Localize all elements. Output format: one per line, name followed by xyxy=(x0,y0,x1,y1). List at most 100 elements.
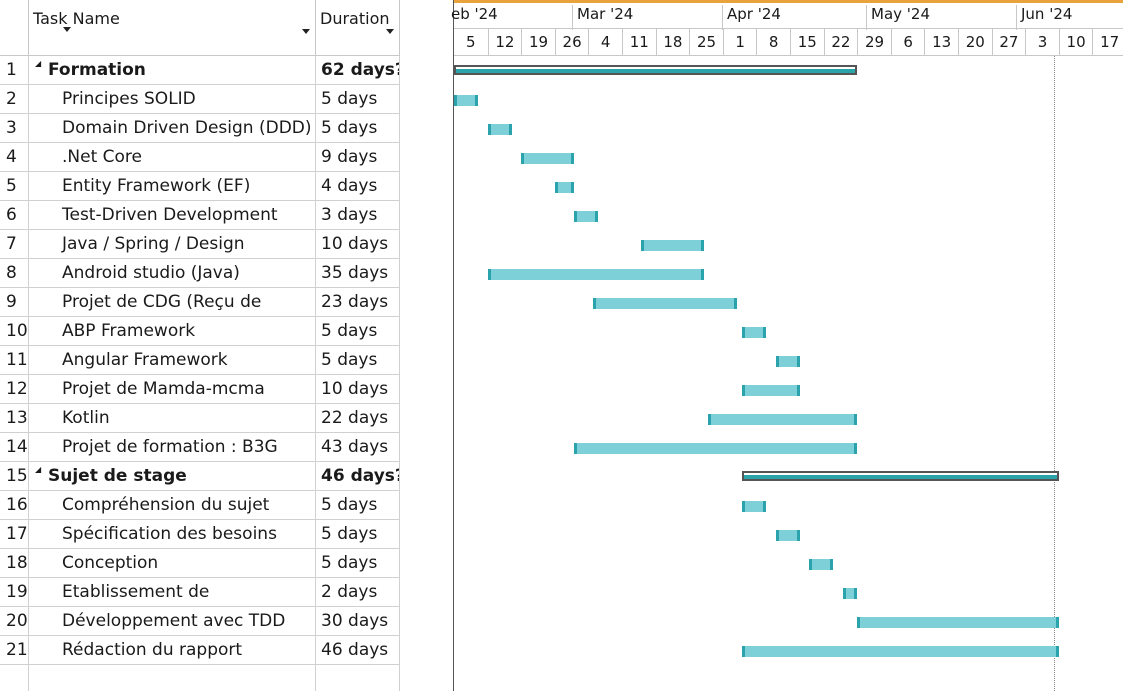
duration-cell[interactable]: 5 days xyxy=(316,85,400,114)
sort-arrow-icon[interactable] xyxy=(63,27,71,32)
task-name-cell[interactable]: Principes SOLID xyxy=(29,85,316,114)
duration-cell[interactable]: 30 days xyxy=(316,607,400,636)
summary-bar[interactable] xyxy=(454,65,858,75)
task-name-cell[interactable]: Entity Framework (EF) xyxy=(29,172,316,201)
row-number[interactable]: 10 xyxy=(0,317,29,346)
duration-cell[interactable]: 46 days xyxy=(316,636,400,665)
task-bar[interactable] xyxy=(487,269,704,280)
table-row[interactable]: 17 Spécification des besoins 5 days xyxy=(0,520,400,549)
row-number[interactable]: 3 xyxy=(0,114,29,143)
task-bar[interactable] xyxy=(487,124,512,135)
row-number[interactable]: 16 xyxy=(0,491,29,520)
row-number[interactable]: 17 xyxy=(0,520,29,549)
task-bar[interactable] xyxy=(574,443,858,454)
task-name-cell[interactable]: Projet de formation : B3G xyxy=(29,433,316,462)
table-row[interactable]: 1 ◢ Formation 62 days? xyxy=(0,56,400,85)
task-bar[interactable] xyxy=(593,298,738,309)
empty-row-duration[interactable] xyxy=(316,665,400,691)
duration-cell[interactable]: 5 days xyxy=(316,317,400,346)
task-name-cell[interactable]: Projet de CDG (Reçu de xyxy=(29,288,316,317)
task-name-cell[interactable]: Projet de Mamda-mcma xyxy=(29,375,316,404)
duration-cell[interactable]: 3 days xyxy=(316,201,400,230)
column-header-task-name[interactable]: Task Name xyxy=(29,0,316,56)
row-number[interactable]: 8 xyxy=(0,259,29,288)
duration-cell[interactable]: 5 days xyxy=(316,520,400,549)
task-bar[interactable] xyxy=(842,588,858,599)
collapse-triangle-icon[interactable]: ◢ xyxy=(35,59,42,68)
task-bar[interactable] xyxy=(574,211,598,222)
task-bar[interactable] xyxy=(454,95,478,106)
duration-cell[interactable]: 5 days xyxy=(316,491,400,520)
duration-cell[interactable]: 10 days xyxy=(316,375,400,404)
task-name-cell[interactable]: Conception xyxy=(29,549,316,578)
task-bar[interactable] xyxy=(742,501,766,512)
duration-cell[interactable]: 10 days xyxy=(316,230,400,259)
row-number[interactable]: 11 xyxy=(0,346,29,375)
duration-cell[interactable]: 5 days xyxy=(316,346,400,375)
row-number[interactable]: 19 xyxy=(0,578,29,607)
table-row[interactable]: 20 Développement avec TDD 30 days xyxy=(0,607,400,636)
table-row[interactable]: 7 Java / Spring / Design 10 days xyxy=(0,230,400,259)
task-bar[interactable] xyxy=(708,414,858,425)
task-name-cell[interactable]: Spécification des besoins xyxy=(29,520,316,549)
filter-dropdown-icon[interactable] xyxy=(386,29,394,34)
task-name-cell[interactable]: .Net Core xyxy=(29,143,316,172)
task-name-cell[interactable]: ABP Framework xyxy=(29,317,316,346)
duration-cell[interactable]: 62 days? xyxy=(316,56,400,85)
task-name-cell[interactable]: ◢ Sujet de stage xyxy=(29,462,316,491)
task-name-cell[interactable]: Android studio (Java) xyxy=(29,259,316,288)
task-name-cell[interactable]: Développement avec TDD xyxy=(29,607,316,636)
task-bar[interactable] xyxy=(775,530,800,541)
table-row[interactable]: 5 Entity Framework (EF) 4 days xyxy=(0,172,400,201)
column-header-duration[interactable]: Duration xyxy=(316,0,400,56)
table-row[interactable]: 8 Android studio (Java) 35 days xyxy=(0,259,400,288)
task-name-cell[interactable]: Java / Spring / Design xyxy=(29,230,316,259)
table-row[interactable]: 10 ABP Framework 5 days xyxy=(0,317,400,346)
table-row[interactable]: 16 Compréhension du sujet 5 days xyxy=(0,491,400,520)
row-number[interactable]: 6 xyxy=(0,201,29,230)
task-bar[interactable] xyxy=(641,240,704,251)
row-number[interactable]: 14 xyxy=(0,433,29,462)
row-number[interactable]: 4 xyxy=(0,143,29,172)
table-row[interactable]: 18 Conception 5 days xyxy=(0,549,400,578)
table-row[interactable]: 15 ◢ Sujet de stage 46 days? xyxy=(0,462,400,491)
task-bar[interactable] xyxy=(809,559,834,570)
row-number[interactable]: 12 xyxy=(0,375,29,404)
table-row[interactable]: 21 Rédaction du rapport 46 days xyxy=(0,636,400,665)
row-number[interactable]: 1 xyxy=(0,56,29,85)
task-name-cell[interactable]: Rédaction du rapport xyxy=(29,636,316,665)
row-number[interactable]: 9 xyxy=(0,288,29,317)
pane-divider[interactable] xyxy=(400,0,453,691)
table-row[interactable]: 9 Projet de CDG (Reçu de 23 days xyxy=(0,288,400,317)
task-bar[interactable] xyxy=(742,646,1059,657)
task-name-cell[interactable]: Compréhension du sujet xyxy=(29,491,316,520)
task-bar[interactable] xyxy=(521,153,574,164)
row-number[interactable]: 5 xyxy=(0,172,29,201)
row-number[interactable]: 7 xyxy=(0,230,29,259)
task-name-cell[interactable]: Test-Driven Development xyxy=(29,201,316,230)
table-row[interactable]: 19 Etablissement de 2 days xyxy=(0,578,400,607)
row-number[interactable]: 21 xyxy=(0,636,29,665)
row-number[interactable]: 2 xyxy=(0,85,29,114)
summary-bar[interactable] xyxy=(742,471,1059,481)
task-name-cell[interactable]: Etablissement de xyxy=(29,578,316,607)
duration-cell[interactable]: 23 days xyxy=(316,288,400,317)
duration-cell[interactable]: 2 days xyxy=(316,578,400,607)
duration-cell[interactable]: 5 days xyxy=(316,114,400,143)
filter-dropdown-icon[interactable] xyxy=(302,29,310,34)
table-row[interactable]: 4 .Net Core 9 days xyxy=(0,143,400,172)
task-name-cell[interactable]: ◢ Formation xyxy=(29,56,316,85)
task-name-cell[interactable]: Domain Driven Design (DDD) xyxy=(29,114,316,143)
table-row[interactable]: 12 Projet de Mamda-mcma 10 days xyxy=(0,375,400,404)
task-name-cell[interactable]: Angular Framework xyxy=(29,346,316,375)
duration-cell[interactable]: 43 days xyxy=(316,433,400,462)
task-bar[interactable] xyxy=(775,356,800,367)
table-row[interactable]: 11 Angular Framework 5 days xyxy=(0,346,400,375)
table-row[interactable]: 6 Test-Driven Development 3 days xyxy=(0,201,400,230)
task-bar[interactable] xyxy=(742,385,800,396)
row-number[interactable]: 15 xyxy=(0,462,29,491)
duration-cell[interactable]: 9 days xyxy=(316,143,400,172)
row-header-corner[interactable] xyxy=(0,0,29,56)
duration-cell[interactable]: 5 days xyxy=(316,549,400,578)
duration-cell[interactable]: 35 days xyxy=(316,259,400,288)
